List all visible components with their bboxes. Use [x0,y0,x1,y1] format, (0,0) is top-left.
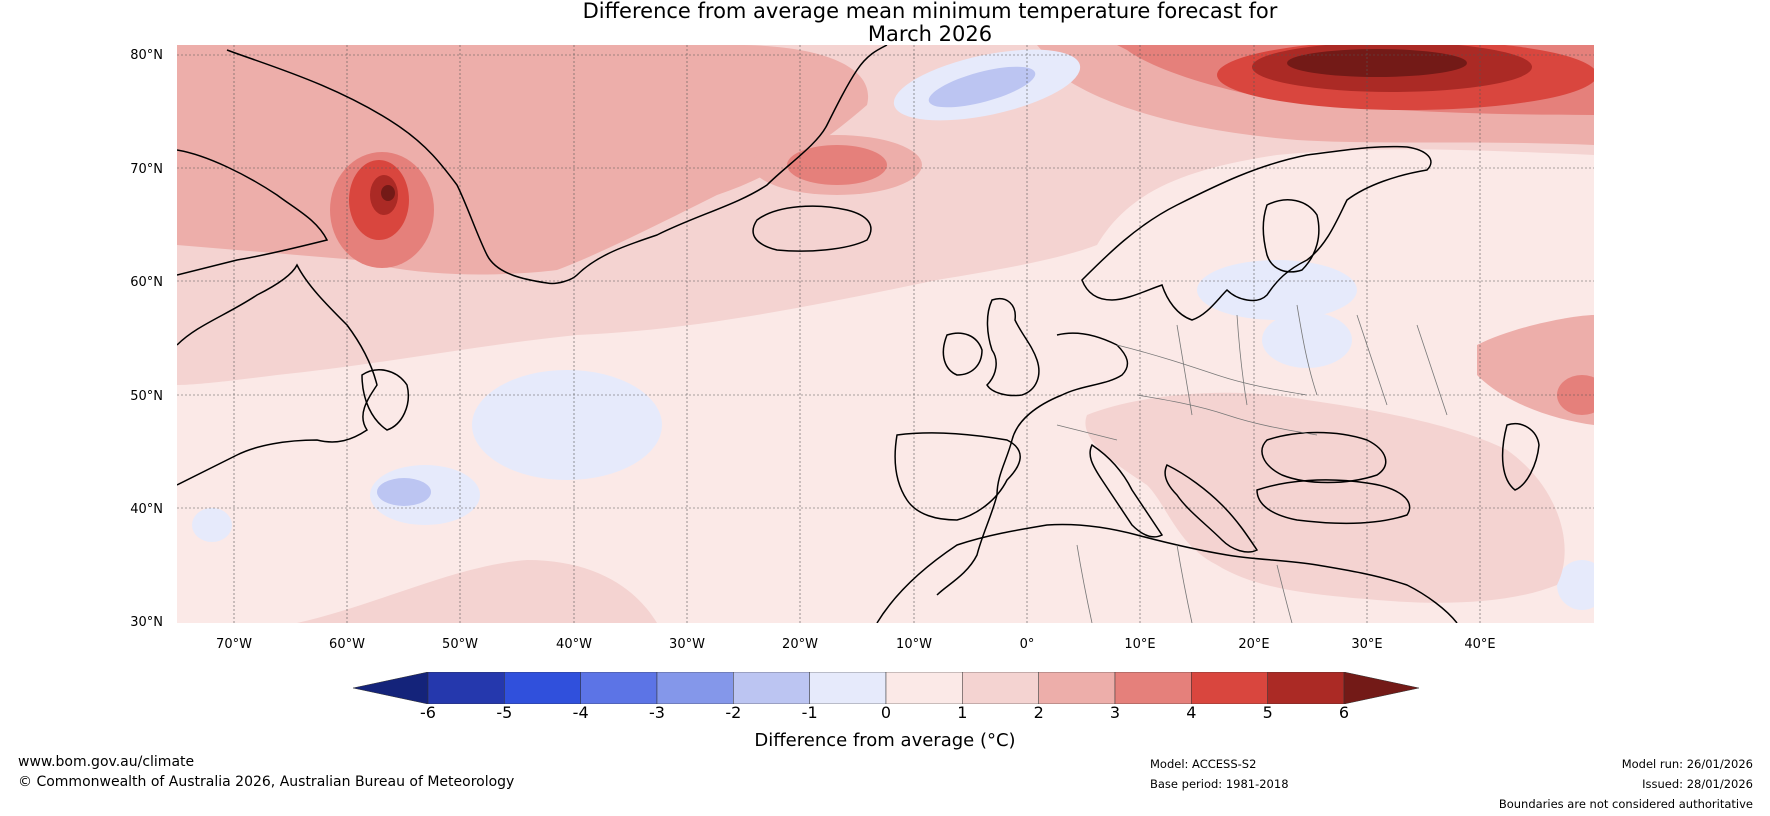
lat-label-70: 70°N [113,162,163,177]
footer-copyright: © Commonwealth of Australia 2026, Austra… [18,774,514,790]
colorbar-segment [733,672,809,704]
colorbar-tick-label: -3 [642,703,672,722]
colorbar-segment [962,672,1038,704]
title-line-1: Difference from average mean minimum tem… [0,0,1770,23]
title-line-2: March 2026 [0,23,1770,46]
colorbar-tick-label: -4 [566,703,596,722]
lat-label-60: 60°N [113,275,163,290]
colorbar-segment [504,672,580,704]
lon-label-10w: 10°W [884,637,944,652]
lon-label-10e: 10°E [1110,637,1170,652]
map-title: Difference from average mean minimum tem… [0,0,1770,46]
colorbar-tick-label: 1 [947,703,977,722]
anomaly-cool-midatlantic-2-inner [377,478,431,506]
colorbar [353,672,1419,704]
lon-label-40e: 40°E [1450,637,1510,652]
anomaly-blob-baffin-center [381,185,395,201]
anomaly-region-barents-5 [1287,49,1467,77]
anomaly-cool-midatlantic [472,370,662,480]
footer-base-period: Base period: 1981-2018 [1150,777,1289,791]
colorbar-segment [886,672,962,704]
forecast-map[interactable] [177,45,1594,623]
anomaly-blob-north-atlantic-inner [787,145,887,185]
colorbar-tick-label: -2 [718,703,748,722]
colorbar-segment [657,672,733,704]
colorbar-tick-label: 4 [1176,703,1206,722]
lon-label-70w: 70°W [204,637,264,652]
map-canvas [177,45,1594,623]
colorbar-tick-label: 3 [1100,703,1130,722]
colorbar-segment [1039,672,1115,704]
colorbar-tick-label: -1 [795,703,825,722]
colorbar-segment [810,672,886,704]
colorbar-tick-label: 0 [871,703,901,722]
lon-label-40w: 40°W [544,637,604,652]
colorbar-segment [1115,672,1191,704]
colorbar-tick-label: 2 [1024,703,1054,722]
footer-model-run: Model run: 26/01/2026 [1622,757,1753,771]
colorbar-extend-low [353,672,428,704]
colorbar-segment [1191,672,1267,704]
colorbar-tick-label: 6 [1329,703,1359,722]
colorbar-extend-high [1344,672,1419,704]
lon-label-50w: 50°W [430,637,490,652]
colorbar-tick-label: 5 [1253,703,1283,722]
lat-label-30: 30°N [113,615,163,630]
lat-label-40: 40°N [113,502,163,517]
colorbar-svg [353,672,1419,704]
lon-label-30w: 30°W [657,637,717,652]
colorbar-segment [581,672,657,704]
lon-label-60w: 60°W [317,637,377,652]
lon-label-0: 0° [997,637,1057,652]
lat-label-50: 50°N [113,389,163,404]
colorbar-segment [1268,672,1344,704]
lon-label-30e: 30°E [1337,637,1397,652]
anomaly-cool-west [192,508,232,542]
colorbar-tick-label: -6 [413,703,443,722]
footer-issued: Issued: 28/01/2026 [1642,777,1753,791]
colorbar-tick-label: -5 [489,703,519,722]
lat-label-80: 80°N [113,48,163,63]
colorbar-segment [428,672,504,704]
lon-label-20e: 20°E [1224,637,1284,652]
lon-label-20w: 20°W [770,637,830,652]
colorbar-label: Difference from average (°C) [0,730,1770,751]
footer-url[interactable]: www.bom.gov.au/climate [18,754,194,770]
footer-disclaimer: Boundaries are not considered authoritat… [1499,797,1753,811]
footer-model: Model: ACCESS-S2 [1150,757,1256,771]
